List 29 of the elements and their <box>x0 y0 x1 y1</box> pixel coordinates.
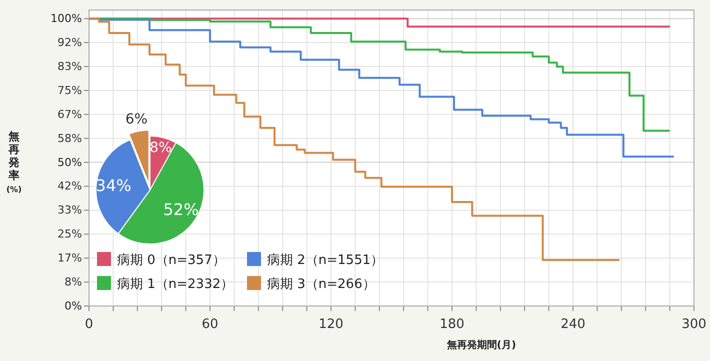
x-axis-title: 無再発期間(月) <box>446 339 516 351</box>
y-tick-label: 8% <box>64 276 82 289</box>
x-tick-label: 0 <box>84 317 94 332</box>
x-tick-label: 60 <box>202 317 218 332</box>
y-tick-label: 50% <box>58 156 82 169</box>
y-axis-title: 無再発率(%) <box>6 130 22 194</box>
y-tick-label: 25% <box>58 228 82 241</box>
data-label: 6% <box>125 111 148 128</box>
legend-label: 病期 2（n=1551） <box>267 253 384 268</box>
y-tick-label: 17% <box>58 252 82 265</box>
x-tick-label: 240 <box>560 317 586 332</box>
data-label: 52% <box>163 200 199 220</box>
data-label: 34% <box>96 176 132 195</box>
legend-label: 病期 3（n=266） <box>267 277 376 292</box>
data-label: 8% <box>150 140 172 156</box>
y-tick-label: 33% <box>58 204 82 217</box>
y-tick-label: 67% <box>58 108 82 121</box>
x-tick-label: 180 <box>440 317 464 332</box>
y-tick-label: 0% <box>64 300 82 312</box>
legend-label: 病期 1（n=2332） <box>117 277 234 292</box>
legend-label: 病期 0（n=357） <box>117 253 226 268</box>
y-tick-label: 58% <box>58 132 82 145</box>
x-tick-label: 120 <box>318 317 344 332</box>
y-tick-label: 100% <box>50 12 82 26</box>
y-tick-label: 92% <box>58 36 82 50</box>
y-tick-label: 42% <box>58 180 82 193</box>
y-tick-label: 75% <box>58 84 82 97</box>
x-tick-label: 300 <box>682 317 706 332</box>
y-tick-label: 83% <box>58 60 82 74</box>
